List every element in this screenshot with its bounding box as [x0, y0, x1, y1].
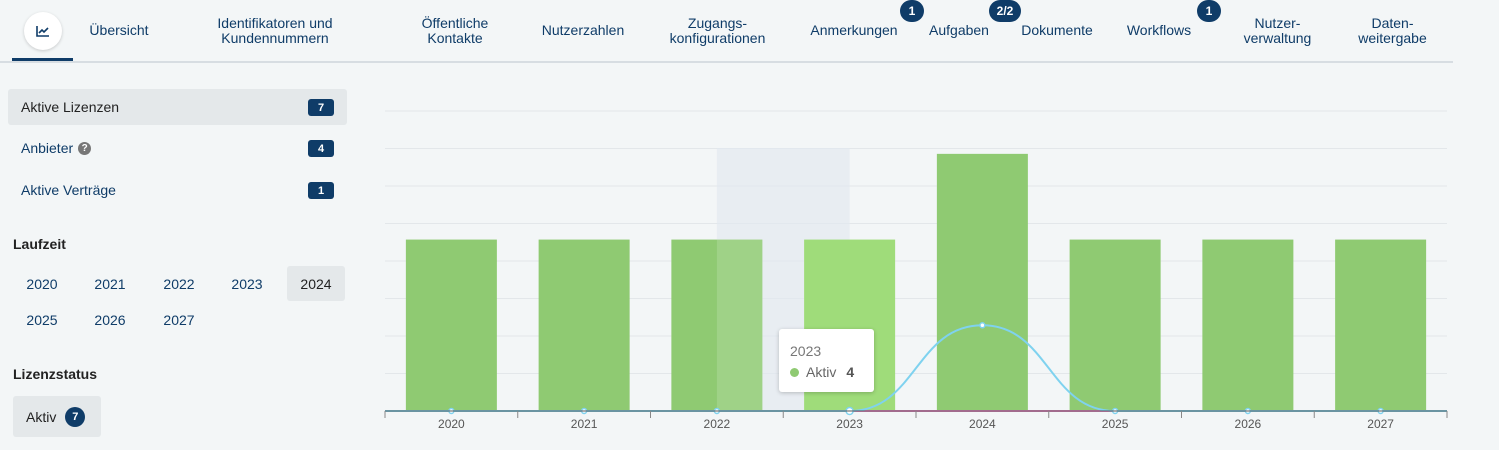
- sidebar-item-label: Anbieter: [21, 140, 74, 156]
- count-badge: 7: [308, 99, 334, 116]
- bar-2025: [1069, 239, 1161, 411]
- tab-label: Nutzerzahlen: [541, 22, 625, 38]
- year-filter-2026[interactable]: 2026: [94, 311, 126, 328]
- count-badge: 4: [308, 140, 334, 157]
- year-filter-2022[interactable]: 2022: [163, 275, 195, 292]
- lizenzstatus-heading: Lizenzstatus: [13, 366, 98, 382]
- status-label: Aktiv: [26, 408, 57, 425]
- x-tick-label: 2021: [571, 417, 598, 431]
- tab-label: Nutzer- verwaltung: [1243, 14, 1312, 46]
- bar-2026: [1202, 239, 1294, 411]
- series-dot: [790, 367, 799, 377]
- sidebar-item-label: Aktive Lizenzen: [21, 99, 120, 115]
- tooltip-series-label: Aktiv: [806, 364, 837, 380]
- bar-2027: [1335, 239, 1427, 411]
- laufzeit-heading: Laufzeit: [13, 236, 66, 252]
- question-circle-icon[interactable]: ?: [78, 141, 92, 155]
- x-tick-label: 2022: [704, 417, 731, 431]
- workflows-count-badge: 1: [1197, 0, 1221, 22]
- tab-label: Aufgaben: [929, 22, 989, 38]
- tooltip-row: Aktiv 4: [790, 364, 854, 380]
- x-tick-label: 2020: [438, 417, 465, 431]
- tab-label: Workflows: [1126, 22, 1192, 38]
- tab-label: Übersicht: [89, 22, 149, 38]
- tab-aufgaben[interactable]: Aufgaben: [922, 0, 996, 61]
- tab-dokumente[interactable]: Dokumente: [1013, 0, 1101, 61]
- status-count-badge: 7: [65, 406, 86, 427]
- sidebar-item-label: Aktive Verträge: [21, 182, 116, 198]
- year-filter-2021[interactable]: 2021: [94, 275, 126, 292]
- year-filter-2024[interactable]: 2024: [287, 266, 345, 301]
- x-tick-label: 2025: [1102, 417, 1129, 431]
- bar-2021: [538, 239, 630, 411]
- x-tick-label: 2023: [836, 417, 863, 431]
- year-filter-2023[interactable]: 2023: [231, 275, 263, 292]
- tab-label: Identifikatoren und Kundennummern: [217, 14, 333, 46]
- tab-label: Dokumente: [1021, 22, 1093, 38]
- x-tick-label: 2026: [1235, 417, 1262, 431]
- tab-workflows[interactable]: Workflows: [1118, 0, 1200, 61]
- tab-label: Daten- weitergabe: [1358, 14, 1427, 46]
- sidebar-item-aktive-lizenzen[interactable]: Aktive Lizenzen 7: [8, 89, 347, 125]
- tab-label: Zugangs- konfigurationen: [669, 14, 766, 46]
- tab-zugangskonfigurationen[interactable]: Zugangs- konfigurationen: [660, 0, 775, 61]
- tab-bar: Übersicht Identifikatoren und Kundennumm…: [0, 0, 1453, 63]
- tab-datenweitergabe[interactable]: Daten- weitergabe: [1345, 0, 1440, 61]
- bar-2020: [405, 239, 497, 411]
- sidebar-item-anbieter[interactable]: Anbieter ? 4: [8, 130, 347, 166]
- year-filter-2020[interactable]: 2020: [26, 275, 58, 292]
- chart-tooltip: 2023 Aktiv 4: [779, 329, 874, 392]
- tab-chart[interactable]: [12, 0, 73, 61]
- tab-identifikatoren[interactable]: Identifikatoren und Kundennummern: [200, 0, 350, 61]
- year-filter-2027[interactable]: 2027: [163, 311, 195, 328]
- count-badge: 1: [308, 182, 334, 199]
- active-tab-indicator: [12, 58, 73, 61]
- tab-label: Anmerkungen: [810, 22, 898, 38]
- tooltip-year: 2023: [790, 343, 822, 359]
- bar-2022: [671, 239, 763, 411]
- status-filter-aktiv[interactable]: Aktiv 7: [13, 396, 101, 437]
- tab-anmerkungen[interactable]: Anmerkungen: [805, 0, 903, 61]
- tab-label: Öffentliche Kontakte: [421, 14, 489, 46]
- line-point-2024: [979, 322, 986, 329]
- tab-nutzerzahlen[interactable]: Nutzerzahlen: [533, 0, 633, 61]
- x-tick-label: 2024: [969, 417, 996, 431]
- aufgaben-count-badge: 2/2: [989, 0, 1021, 22]
- hover-band-overlay: [716, 239, 763, 411]
- tab-uebersicht[interactable]: Übersicht: [80, 0, 158, 61]
- x-tick-label: 2027: [1367, 417, 1394, 431]
- tooltip-value: 4: [846, 364, 855, 380]
- year-filter-2025[interactable]: 2025: [26, 311, 58, 328]
- tab-oeffentliche-kontakte[interactable]: Öffentliche Kontakte: [405, 0, 505, 61]
- tab-nutzerverwaltung[interactable]: Nutzer- verwaltung: [1225, 0, 1330, 61]
- line-chart-icon: [23, 11, 62, 50]
- sidebar-item-aktive-vertraege[interactable]: Aktive Verträge 1: [8, 172, 347, 208]
- anmerkungen-count-badge: 1: [900, 0, 924, 22]
- bar-2024: [936, 153, 1028, 411]
